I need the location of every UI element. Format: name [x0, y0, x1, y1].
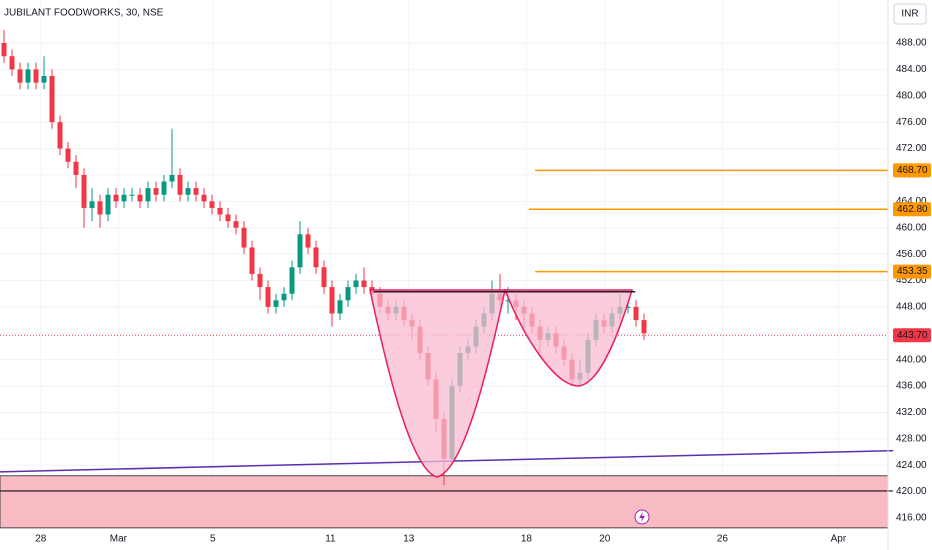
candle-body	[65, 148, 71, 162]
y-tick-label: 484.00	[896, 64, 927, 75]
x-tick-label: 11	[325, 534, 336, 545]
x-tick-label: 5	[210, 534, 216, 545]
candle-body	[217, 207, 223, 215]
y-tick-label: 472.00	[896, 143, 927, 154]
candle-body	[641, 320, 647, 334]
y-tick-label: 452.00	[896, 275, 927, 286]
candle-body	[145, 188, 151, 202]
candle-body	[305, 234, 311, 248]
candle-body	[265, 287, 271, 307]
candle-body	[97, 201, 103, 215]
candle-body	[137, 194, 143, 202]
chart-title: JUBILANT FOODWORKS, 30, NSE	[4, 8, 164, 19]
candle-body	[273, 300, 279, 307]
y-tick-label: 480.00	[896, 90, 927, 101]
candle-body	[41, 75, 47, 83]
candle-body	[81, 174, 87, 208]
currency[interactable]: INR	[901, 9, 918, 20]
level-label: 462.80	[897, 204, 928, 215]
candle-body	[113, 194, 119, 202]
x-tick-label: Mar	[110, 534, 128, 545]
candle-body	[225, 214, 231, 222]
candle-body	[201, 194, 207, 202]
y-tick-label: 436.00	[896, 381, 927, 392]
candle-body	[57, 122, 63, 149]
y-tick-label: 464.00	[896, 196, 927, 207]
level-label: 468.70	[897, 165, 928, 176]
candle-body	[1, 43, 7, 57]
candle-body	[625, 306, 631, 308]
candle-body	[241, 227, 247, 248]
y-tick-label: 460.00	[896, 222, 927, 233]
y-tick-label: 476.00	[896, 117, 927, 128]
candle-body	[89, 201, 95, 208]
candle-body	[73, 161, 79, 175]
y-tick-label: 420.00	[896, 486, 927, 497]
y-tick-label: 428.00	[896, 433, 927, 444]
candle-body	[321, 267, 327, 288]
x-tick-label: 26	[717, 534, 729, 545]
x-tick-label: 20	[599, 534, 611, 545]
x-tick-label: 28	[35, 534, 47, 545]
level-tag	[893, 264, 931, 279]
y-tick-label: 456.00	[896, 249, 927, 260]
x-tick-label: 13	[403, 534, 415, 545]
candle-body	[289, 267, 295, 294]
candle-body	[25, 69, 31, 83]
candle-body	[345, 287, 351, 301]
level-tag	[893, 202, 931, 217]
candle-body	[233, 221, 239, 228]
candle-body	[337, 300, 343, 314]
candle-body	[281, 293, 287, 301]
candle-body	[17, 69, 23, 83]
candle-body	[169, 174, 175, 182]
candle-body	[161, 181, 167, 195]
candle-body	[105, 194, 111, 215]
candle-body	[313, 247, 319, 268]
cup-right	[503, 289, 634, 387]
candle-body	[249, 247, 255, 274]
candle-body	[209, 201, 215, 208]
x-tick-label: 18	[521, 534, 533, 545]
candle-body	[329, 287, 335, 314]
event-bolt	[639, 512, 645, 522]
candle-body	[129, 194, 135, 196]
candle-body	[297, 234, 303, 268]
candle-body	[185, 188, 191, 195]
candle-body	[153, 188, 159, 195]
candle-body	[33, 69, 39, 83]
y-tick-label: 424.00	[896, 460, 927, 471]
overlay: 488.00484.00480.00476.00472.00468.00464.…	[35, 38, 931, 545]
candle-body	[121, 194, 127, 202]
x-tick-label: Apr	[831, 534, 847, 545]
candle-body	[361, 280, 367, 288]
level-label: 453.35	[897, 266, 928, 277]
y-tick-label: 488.00	[896, 38, 927, 49]
y-tick-label: 440.00	[896, 354, 927, 365]
candle-body	[9, 56, 15, 70]
candle-body	[49, 75, 55, 123]
cup-left	[369, 289, 506, 478]
last-price-tag	[893, 328, 931, 343]
candle-body	[257, 273, 263, 288]
candle-body	[353, 280, 359, 288]
candle-body	[505, 300, 511, 302]
y-tick-label: 432.00	[896, 407, 927, 418]
last-price-label: 443.70	[897, 330, 928, 341]
y-tick-label: 448.00	[896, 302, 927, 313]
level-tag	[893, 163, 931, 178]
candle-body	[633, 306, 639, 321]
y-tick-label: 416.00	[896, 513, 927, 524]
candle-body	[177, 174, 183, 195]
currency-button[interactable]	[893, 3, 927, 25]
candle-body	[193, 188, 199, 195]
